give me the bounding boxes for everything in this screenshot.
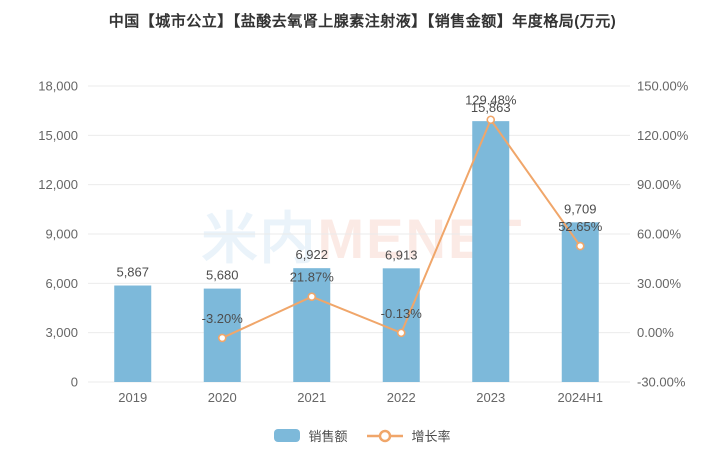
line-series-swatch-icon xyxy=(366,429,404,443)
bar-value-label: 6,913 xyxy=(385,247,418,262)
line-point[interactable] xyxy=(307,292,317,302)
bar-value-label: 15,863 xyxy=(471,100,511,115)
bar-value-label: 6,922 xyxy=(295,247,328,262)
bar-value-label: 5,680 xyxy=(206,268,239,283)
left-axis-tick-label: 6,000 xyxy=(45,276,78,291)
menet-watermark-logo: 米内MENET xyxy=(202,194,524,275)
left-axis-tick-label: 15,000 xyxy=(38,128,78,143)
legend-label-growth: 增长率 xyxy=(411,429,451,444)
line-point[interactable] xyxy=(217,333,227,343)
bar-series-swatch-icon xyxy=(274,429,301,442)
bar-value-label: 9,709 xyxy=(564,201,597,216)
x-axis-label-2023: 2023 xyxy=(476,390,505,405)
right-axis-tick-label: 90.00% xyxy=(637,177,682,192)
bar-2019[interactable] xyxy=(114,285,152,382)
left-axis-tick-label: 12,000 xyxy=(38,177,78,192)
right-axis-tick-label: -30.00% xyxy=(637,375,686,390)
x-axis-label-2020: 2020 xyxy=(208,390,237,405)
bar-2023[interactable] xyxy=(472,121,510,382)
bar-value-label: 5,867 xyxy=(116,265,149,280)
legend-item-growth[interactable]: 增长率 xyxy=(366,426,451,445)
right-axis-tick-label: 150.00% xyxy=(637,79,689,94)
left-axis-tick-label: 9,000 xyxy=(45,227,78,242)
right-axis-tick-label: 30.00% xyxy=(637,276,682,291)
growth-rate-label: 21.87% xyxy=(290,270,335,285)
line-point[interactable] xyxy=(486,115,496,125)
left-axis-tick-label: 0 xyxy=(71,375,78,390)
right-axis-tick-label: 120.00% xyxy=(637,128,689,143)
x-axis-label-2024H1: 2024H1 xyxy=(557,390,603,405)
bar-2022[interactable] xyxy=(382,268,420,382)
legend-label-sales: 销售额 xyxy=(308,429,348,444)
x-axis-label-2021: 2021 xyxy=(297,390,326,405)
x-axis-label-2022: 2022 xyxy=(387,390,416,405)
chart-title: 中国【城市公立】【盐酸去氧肾上腺素注射液】【销售金额】年度格局(万元) xyxy=(108,13,617,30)
right-axis-tick-label: 0.00% xyxy=(637,325,674,340)
left-axis-tick-label: 3,000 xyxy=(45,325,78,340)
watermark-cn-text: 米内 xyxy=(201,207,318,270)
line-point[interactable] xyxy=(396,328,406,338)
right-axis-tick-label: 60.00% xyxy=(637,227,682,242)
growth-rate-label: 52.65% xyxy=(558,219,603,234)
x-axis-label-2019: 2019 xyxy=(118,390,147,405)
left-axis-tick-label: 18,000 xyxy=(38,79,78,94)
line-point[interactable] xyxy=(575,241,585,251)
legend-item-sales[interactable]: 销售额 xyxy=(274,426,348,445)
growth-rate-label: -0.13% xyxy=(381,306,423,321)
bar-2021[interactable] xyxy=(293,268,331,382)
chart-legend: 销售额 增长率 xyxy=(0,426,725,445)
growth-rate-label: -3.20% xyxy=(202,311,244,326)
growth-rate-label: 129.48% xyxy=(465,93,517,108)
